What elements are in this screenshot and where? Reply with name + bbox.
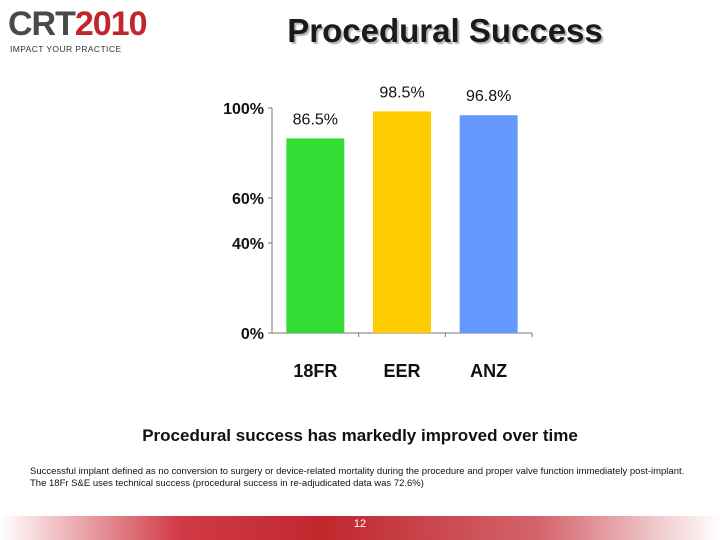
logo-tagline: IMPACT YOUR PRACTICE [10, 44, 122, 54]
takeaway-text: Procedural success has markedly improved… [142, 426, 578, 445]
page-number: 12 [353, 518, 367, 530]
y-tick-label: 40% [232, 236, 264, 253]
bar [286, 138, 345, 333]
slide-title: Procedural Success [287, 12, 603, 49]
procedural-success-bar-chart: 0% 40% 60% 100% 86.5% 18FR 98.5% EER 96.8% ANZ [223, 84, 533, 381]
crt-2010-logo: CRT2010 IMPACT YOUR PRACTICE [8, 6, 148, 56]
y-tick-label: 0% [241, 326, 264, 343]
data-label: 86.5% [293, 111, 338, 128]
y-tick-label: 60% [232, 191, 264, 208]
logo-year-text: 2010 [74, 5, 148, 43]
category-label: EER [383, 361, 420, 381]
data-label: 98.5% [379, 84, 424, 101]
data-label: 96.8% [466, 88, 511, 105]
category-label: ANZ [470, 361, 507, 381]
logo-crt-text: CRT [8, 5, 76, 43]
logo-wordmark: CRT2010 [8, 5, 148, 43]
footer-bar [0, 516, 720, 540]
bar [373, 111, 431, 333]
y-tick-label: 100% [223, 101, 264, 118]
category-label: 18FR [293, 361, 337, 381]
bar [459, 115, 518, 333]
footnote-text: Successful implant defined as no convers… [30, 466, 685, 489]
